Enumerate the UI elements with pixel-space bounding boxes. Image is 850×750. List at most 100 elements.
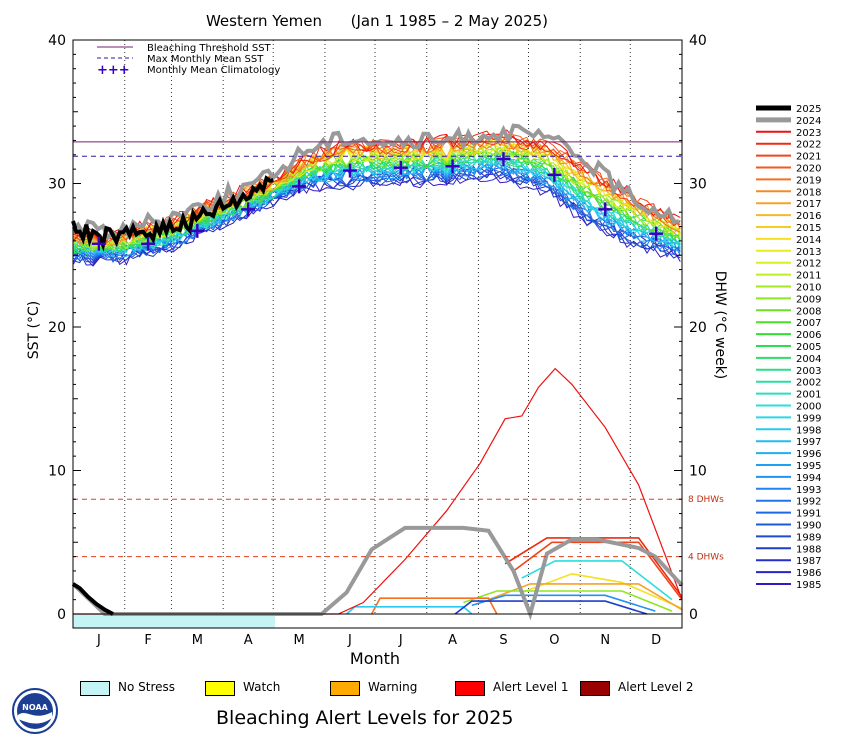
climatology-marker [496, 152, 511, 167]
legend-label-threshold: Bleaching Threshold SST [147, 43, 272, 54]
sst-line-2025 [71, 175, 274, 252]
year-legend-label-2020: 2020 [796, 164, 821, 175]
sst-line-2013 [72, 138, 681, 246]
alert-swatch-alert-level-1 [455, 681, 485, 696]
x-tick-label: S [499, 633, 507, 648]
dhw-line-other-year [521, 560, 673, 601]
x-tick-label: M [293, 633, 304, 648]
year-legend-label-2016: 2016 [796, 211, 821, 222]
year-legend-label-2021: 2021 [796, 152, 821, 163]
sst-line-2008 [72, 144, 681, 252]
year-legend-label-2013: 2013 [796, 247, 821, 258]
sst-line-2018 [72, 136, 681, 244]
sst-line-2021 [72, 135, 681, 242]
alert-band-2025 [73, 614, 275, 628]
year-legend-label-1991: 1991 [796, 509, 821, 520]
x-tick-label: N [600, 633, 610, 648]
year-legend-label-1993: 1993 [796, 485, 821, 496]
noaa-logo-icon: NOAA [12, 688, 58, 734]
noaa-logo-text: NOAA [22, 703, 48, 712]
year-legend-label-1989: 1989 [796, 532, 821, 543]
alert-swatch-no-stress [80, 681, 110, 696]
dhw-line-other-year [346, 606, 473, 615]
year-legend-label-2015: 2015 [796, 223, 821, 234]
y-tick-label: 30 [48, 177, 66, 193]
legend-label-mmm: Max Monthly Mean SST [147, 54, 264, 65]
year-legend-label-2010: 2010 [796, 283, 821, 294]
plot-frame [72, 39, 683, 629]
year-legend-label-2008: 2008 [796, 306, 821, 317]
y-tick-label-right: 30 [689, 177, 707, 193]
y-tick-label: 10 [48, 464, 66, 480]
year-legend-label-2002: 2002 [796, 378, 821, 389]
sst-line-2001 [72, 151, 681, 253]
year-legend-label-2012: 2012 [796, 259, 821, 270]
year-legend-label-1992: 1992 [796, 497, 821, 508]
x-axis-label: Month [350, 649, 400, 668]
sst-line-1993 [72, 163, 681, 258]
climatology-marker [190, 223, 205, 238]
year-legend-label-2017: 2017 [796, 199, 821, 210]
legend-swatch-climatology: +++ [97, 63, 130, 78]
year-legend-label-2025: 2025 [796, 104, 821, 115]
y-tick-label: 40 [48, 33, 66, 49]
alert-label-alert-level-2: Alert Level 2 [618, 680, 694, 694]
year-legend-label-2007: 2007 [796, 318, 821, 329]
year-legend-label-2011: 2011 [796, 271, 821, 282]
dhw-line-other-year [504, 537, 683, 598]
y-tick-label-right: 0 [689, 607, 698, 623]
climatology-marker [292, 179, 307, 194]
threshold-legend: Bleaching Threshold SST Max Monthly Mean… [97, 43, 280, 78]
sst-dhw-chart: Western Yemen (Jan 1 1985 – 2 May 2025) … [26, 12, 821, 668]
footer-title: Bleaching Alert Levels for 2025 [216, 707, 514, 729]
year-legend-label-1987: 1987 [796, 556, 821, 567]
climatology-marker [649, 226, 664, 241]
dhw-line-2025 [71, 582, 114, 616]
climatology-marker [342, 163, 357, 178]
year-legend-label-1988: 1988 [796, 544, 821, 555]
x-tick-label: A [448, 633, 457, 648]
sst-line-1989 [72, 167, 681, 264]
y-tick-label-right: 10 [689, 464, 707, 480]
dhw-line-other-year [488, 583, 683, 611]
climatology-marker [598, 202, 613, 217]
year-legend-label-2019: 2019 [796, 175, 821, 186]
y-tick-label: 20 [48, 320, 66, 336]
x-tick-label: J [96, 633, 101, 648]
year-legend-label-2005: 2005 [796, 342, 821, 353]
x-tick-label: O [549, 633, 559, 648]
sst-line-1988 [72, 165, 681, 263]
year-legend-label-2009: 2009 [796, 294, 821, 305]
year-legend-label-2018: 2018 [796, 187, 821, 198]
y-axis-label-left: SST (°C) [26, 301, 42, 359]
alert-label-no-stress: No Stress [118, 680, 176, 694]
dhw-level-label: 8 DHWs [688, 495, 724, 505]
year-legend-label-1997: 1997 [796, 437, 821, 448]
climatology-marker [393, 160, 408, 175]
dhw-line-other-year [454, 600, 648, 615]
year-legend-label-1994: 1994 [796, 473, 821, 484]
sst-line-1996 [72, 156, 681, 259]
year-legend-label-2004: 2004 [796, 354, 821, 365]
noaa-logo-wave [18, 712, 52, 724]
year-legend-label-2001: 2001 [796, 390, 821, 401]
sst-line-2022 [72, 130, 681, 242]
x-tick-label: F [144, 633, 151, 648]
year-legend-label-1998: 1998 [796, 425, 821, 436]
alert-swatch-watch [205, 681, 235, 696]
sst-line-2023 [72, 129, 681, 242]
x-tick-label: J [347, 633, 352, 648]
year-legend-label-1990: 1990 [796, 521, 821, 532]
climatology-marker [547, 167, 562, 182]
y-tick-label-right: 20 [689, 320, 707, 336]
year-legend-label-1996: 1996 [796, 449, 821, 460]
y-axis-label-right: DHW (°C week) [712, 271, 728, 380]
year-legend-label-2006: 2006 [796, 330, 821, 341]
alert-swatch-warning [330, 681, 360, 696]
climatology-marker [445, 159, 460, 174]
alert-label-watch: Watch [243, 680, 281, 694]
dhw-line-2023 [73, 367, 683, 615]
climatology-marker [141, 236, 156, 251]
sst-line-1986 [72, 168, 681, 266]
